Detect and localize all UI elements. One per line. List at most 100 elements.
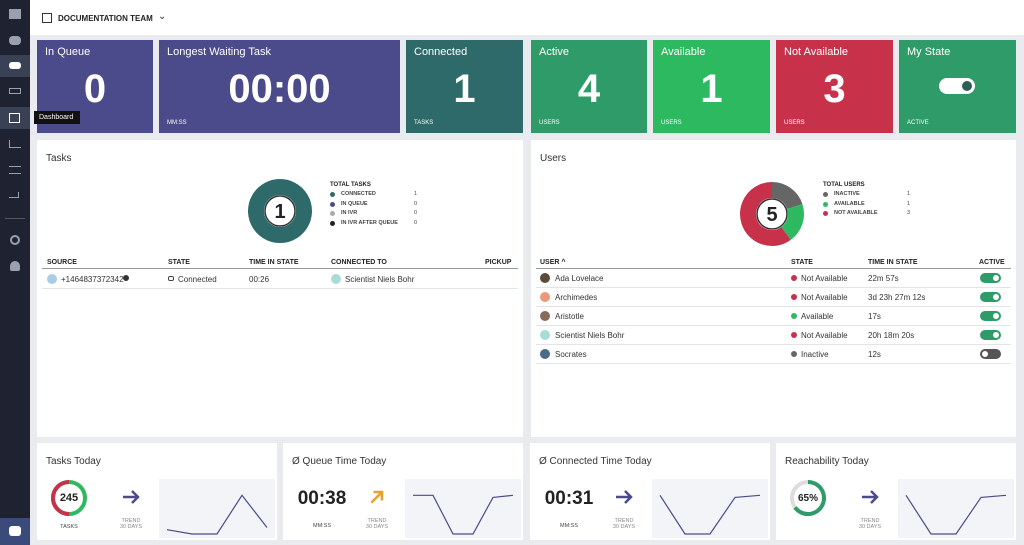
active-toggle[interactable] (980, 349, 1001, 359)
donut-center (756, 198, 788, 230)
donut-center (264, 195, 296, 227)
trend-arrow (616, 490, 633, 504)
gear-icon[interactable] (10, 235, 20, 245)
state-dot (791, 294, 797, 300)
tile-unit: ACTIVE (907, 120, 929, 126)
top-bar: DOCUMENTATION TEAM ⌄ (30, 0, 1024, 35)
row-rule (42, 288, 518, 289)
trend-period: 30 DAYS (858, 524, 882, 530)
card-title: Ø Queue Time Today (292, 456, 387, 467)
tile-unit: USERS (539, 120, 560, 126)
dashboard-icon[interactable] (0, 107, 30, 129)
tile-title: Available (661, 46, 706, 58)
arrow-shape (123, 490, 140, 504)
active-toggle[interactable] (980, 273, 1001, 283)
legend-dot (823, 192, 828, 197)
row-rule (536, 306, 1011, 307)
tasks-panel: Tasks 1 TOTAL TASKS CONNECTED 1 IN QUEUE 0 IN I… (37, 140, 523, 437)
dropdown-caret[interactable]: ⌄ (158, 11, 167, 22)
flow-icon[interactable] (9, 192, 19, 198)
kpi-tile: My State ACTIVE (899, 40, 1016, 133)
toggle-knob (982, 351, 988, 357)
donut-segment (740, 182, 791, 246)
queue-icon[interactable] (9, 88, 21, 94)
legend-count: 3 (907, 210, 911, 216)
cell: Not Available (801, 293, 848, 302)
legend-label: AVAILABLE (834, 200, 865, 207)
today-card: Ø Connected Time Today 00:31 MM:SS TREND 30 … (530, 443, 770, 540)
team-icon[interactable] (0, 55, 30, 77)
legend-dot (330, 220, 335, 226)
tooltip: Dashboard (34, 111, 80, 124)
active-toggle[interactable] (980, 330, 1001, 340)
info-icon (123, 275, 129, 281)
active-toggle[interactable] (980, 311, 1001, 321)
toggle-knob (993, 313, 999, 319)
legend-dot (823, 211, 828, 216)
trend-label: TREND (367, 518, 387, 524)
cell: Not Available (801, 274, 848, 283)
arrow-shape (616, 490, 633, 504)
reports-icon[interactable] (9, 140, 21, 148)
avatar (540, 330, 550, 340)
logo[interactable] (0, 518, 30, 545)
cell: +1464837372342 (61, 275, 124, 284)
donut-segment (780, 204, 804, 240)
trend-arrow (370, 490, 384, 504)
separator (5, 218, 25, 219)
state-dot (791, 313, 797, 319)
sparkline-bg (898, 479, 1014, 538)
graphic (413, 494, 514, 535)
donut-segment (248, 179, 312, 243)
home-icon[interactable] (9, 9, 21, 19)
row-rule (536, 287, 1011, 288)
card-title: Tasks Today (46, 456, 101, 467)
tile-unit: MM:SS (167, 120, 187, 126)
toggle-knob (962, 81, 972, 91)
tile-value: 1 (453, 67, 476, 111)
panel-title: Users (540, 153, 567, 164)
sparkline (166, 494, 268, 535)
graphic (616, 490, 633, 504)
graphic (862, 490, 879, 504)
legend-label: IN IVR (341, 210, 358, 216)
sparkline-bg (159, 479, 275, 538)
legend-count: 1 (414, 191, 418, 197)
tile-unit: USERS (661, 120, 682, 126)
state-dot (791, 332, 797, 338)
active-toggle[interactable] (980, 292, 1001, 302)
team-name[interactable]: DOCUMENTATION TEAM (58, 14, 153, 23)
card-unit: TASKS (60, 524, 78, 530)
trend-arrow (123, 490, 140, 504)
toggle-knob (993, 275, 999, 281)
user-settings-icon[interactable] (10, 261, 20, 271)
card-title: Ø Connected Time Today (539, 456, 652, 467)
graphic (123, 490, 140, 504)
tile-title: Connected (414, 46, 468, 58)
trend-label: TREND (860, 518, 880, 524)
chat-icon[interactable] (9, 36, 21, 45)
users-panel: Users 5 TOTAL USERS INACTIVE 1 AVAILABLE 1 NOT … (531, 140, 1016, 437)
tile-value: 0 (83, 67, 107, 111)
legend-label: IN QUEUE (341, 200, 368, 207)
legend-label: NOT AVAILABLE (834, 210, 878, 216)
row-rule (536, 344, 1011, 345)
cell: 00:26 (249, 275, 270, 284)
toggle-knob (993, 294, 999, 300)
legend-dot (330, 201, 335, 207)
tile-title: My State (907, 46, 951, 58)
panel-title: Tasks (46, 153, 72, 164)
graphic: 1 (248, 179, 312, 243)
settings-icon[interactable] (9, 166, 21, 174)
cell: Not Available (801, 331, 848, 340)
tile-title: Not Available (784, 46, 849, 58)
state-toggle[interactable] (939, 78, 975, 94)
trend-label: TREND (614, 518, 634, 524)
today-card: Ø Queue Time Today 00:38 MM:SS TREND 30 DAYS (283, 443, 523, 540)
trend-period: 30 DAYS (612, 524, 636, 530)
arrow-shape (862, 490, 879, 504)
cell: Available (801, 312, 834, 321)
avatar (540, 273, 550, 283)
trend-arrow (862, 490, 879, 504)
legend-title: TOTAL USERS (823, 182, 865, 188)
